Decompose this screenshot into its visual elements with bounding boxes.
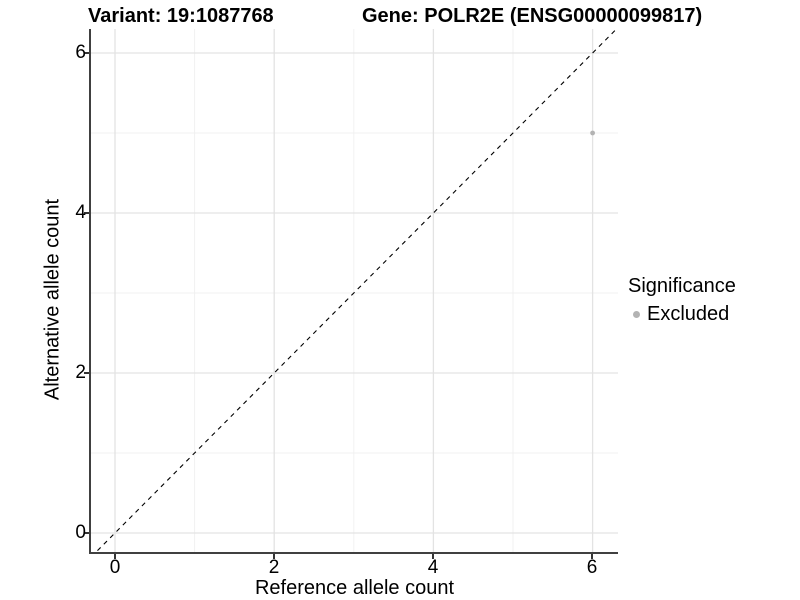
x-tick-label-2: 2 <box>268 557 280 578</box>
data-points <box>590 130 595 136</box>
legend-title: Significance <box>628 275 736 297</box>
gene-title: Gene: POLR2E (ENSG00000099817) <box>362 5 703 27</box>
legend-item-excluded: Excluded <box>628 302 736 326</box>
scatter-point <box>590 130 595 136</box>
x-tick-4 <box>432 554 434 559</box>
variant-title: Variant: 19:1087768 <box>88 5 274 27</box>
y-tick-6 <box>84 52 89 54</box>
legend-item-label: Excluded <box>647 303 730 325</box>
y-tick-2 <box>84 372 89 374</box>
legend: Significance Excluded <box>628 274 736 326</box>
y-tick-0 <box>84 532 89 534</box>
major-gridlines <box>91 29 618 554</box>
y-axis-title: Alternative allele count <box>41 198 64 401</box>
identity-dashed-line <box>93 29 617 554</box>
y-tick-label-6: 6 <box>75 42 86 63</box>
x-tick-0 <box>114 554 116 559</box>
legend-point-icon <box>633 310 640 318</box>
x-tick-6 <box>591 554 593 559</box>
y-tick-label-4: 4 <box>75 202 86 223</box>
y-tick-4 <box>84 212 89 214</box>
x-axis-line <box>89 552 618 554</box>
x-tick-2 <box>273 554 275 559</box>
x-axis-title: Reference allele count <box>254 577 454 599</box>
x-tick-label-4: 4 <box>427 557 439 578</box>
plot-panel <box>91 29 618 554</box>
y-axis-line <box>89 29 91 554</box>
minor-gridlines <box>91 29 618 554</box>
x-tick-label-0: 0 <box>109 557 121 578</box>
x-tick-label-6: 6 <box>586 557 598 578</box>
y-tick-label-0: 0 <box>75 522 86 543</box>
y-tick-label-2: 2 <box>75 362 86 383</box>
